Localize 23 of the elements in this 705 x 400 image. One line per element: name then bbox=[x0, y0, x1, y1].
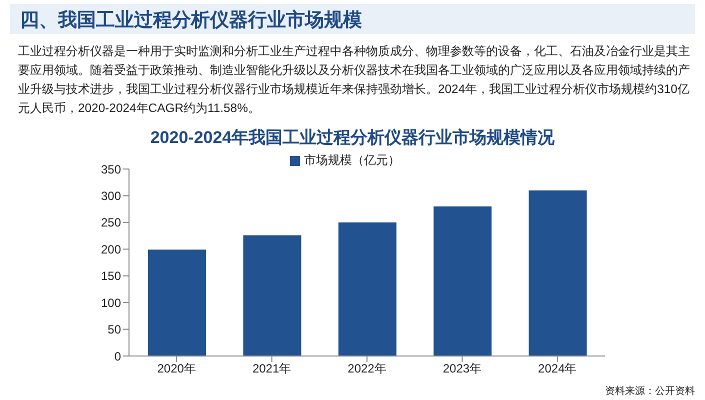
bar bbox=[528, 190, 587, 356]
chart-title: 2020-2024年我国工业过程分析仪器行业市场规模情况 bbox=[149, 127, 556, 149]
y-tick-label: 300 bbox=[100, 188, 122, 203]
y-tick-label: 100 bbox=[100, 296, 122, 310]
x-tick-label: 2021年 bbox=[252, 362, 292, 376]
y-tick-label: 150 bbox=[100, 269, 122, 284]
chart-subtitle: 工业过程分析仪器是一种用于实时监测和分析工业生产过程中各种物质成分、物理参数等的设备，化工、石油及冶金行业是其主要应用领域。随着受益于政策推动、制造业智能化升级以及分析仪器技术在我国各工业领域的广泛应用以及各应用领域持续的产业升级与技术进步，我国工业过程分析仪器行业市场规模近年来保持强劲增长。2024年，我国工业过程分析仪市场规模约310亿元人民币，2020-2024年CAGR约为11.58%。 bbox=[18, 43, 690, 117]
legend-label: 市场规模（亿元） bbox=[304, 153, 400, 167]
bar bbox=[434, 206, 492, 356]
y-tick-label: 0 bbox=[114, 349, 122, 364]
x-tick-label: 2024年 bbox=[538, 362, 577, 376]
bar bbox=[338, 222, 396, 356]
y-tick-label: 350 bbox=[100, 162, 122, 176]
bar bbox=[243, 235, 302, 356]
y-tick-label: 50 bbox=[108, 322, 122, 337]
y-tick-label: 200 bbox=[100, 242, 122, 256]
text: 资料来源：公开资料 bbox=[605, 384, 695, 398]
bar bbox=[148, 250, 206, 356]
x-tick-label: 2023年 bbox=[442, 362, 482, 376]
x-tick-label: 2020年 bbox=[157, 362, 196, 376]
y-tick-label: 250 bbox=[100, 216, 122, 230]
text: 四、我国工业过程分析仪器行业市场规模 bbox=[20, 8, 362, 33]
x-tick-label: 2022年 bbox=[348, 362, 386, 376]
